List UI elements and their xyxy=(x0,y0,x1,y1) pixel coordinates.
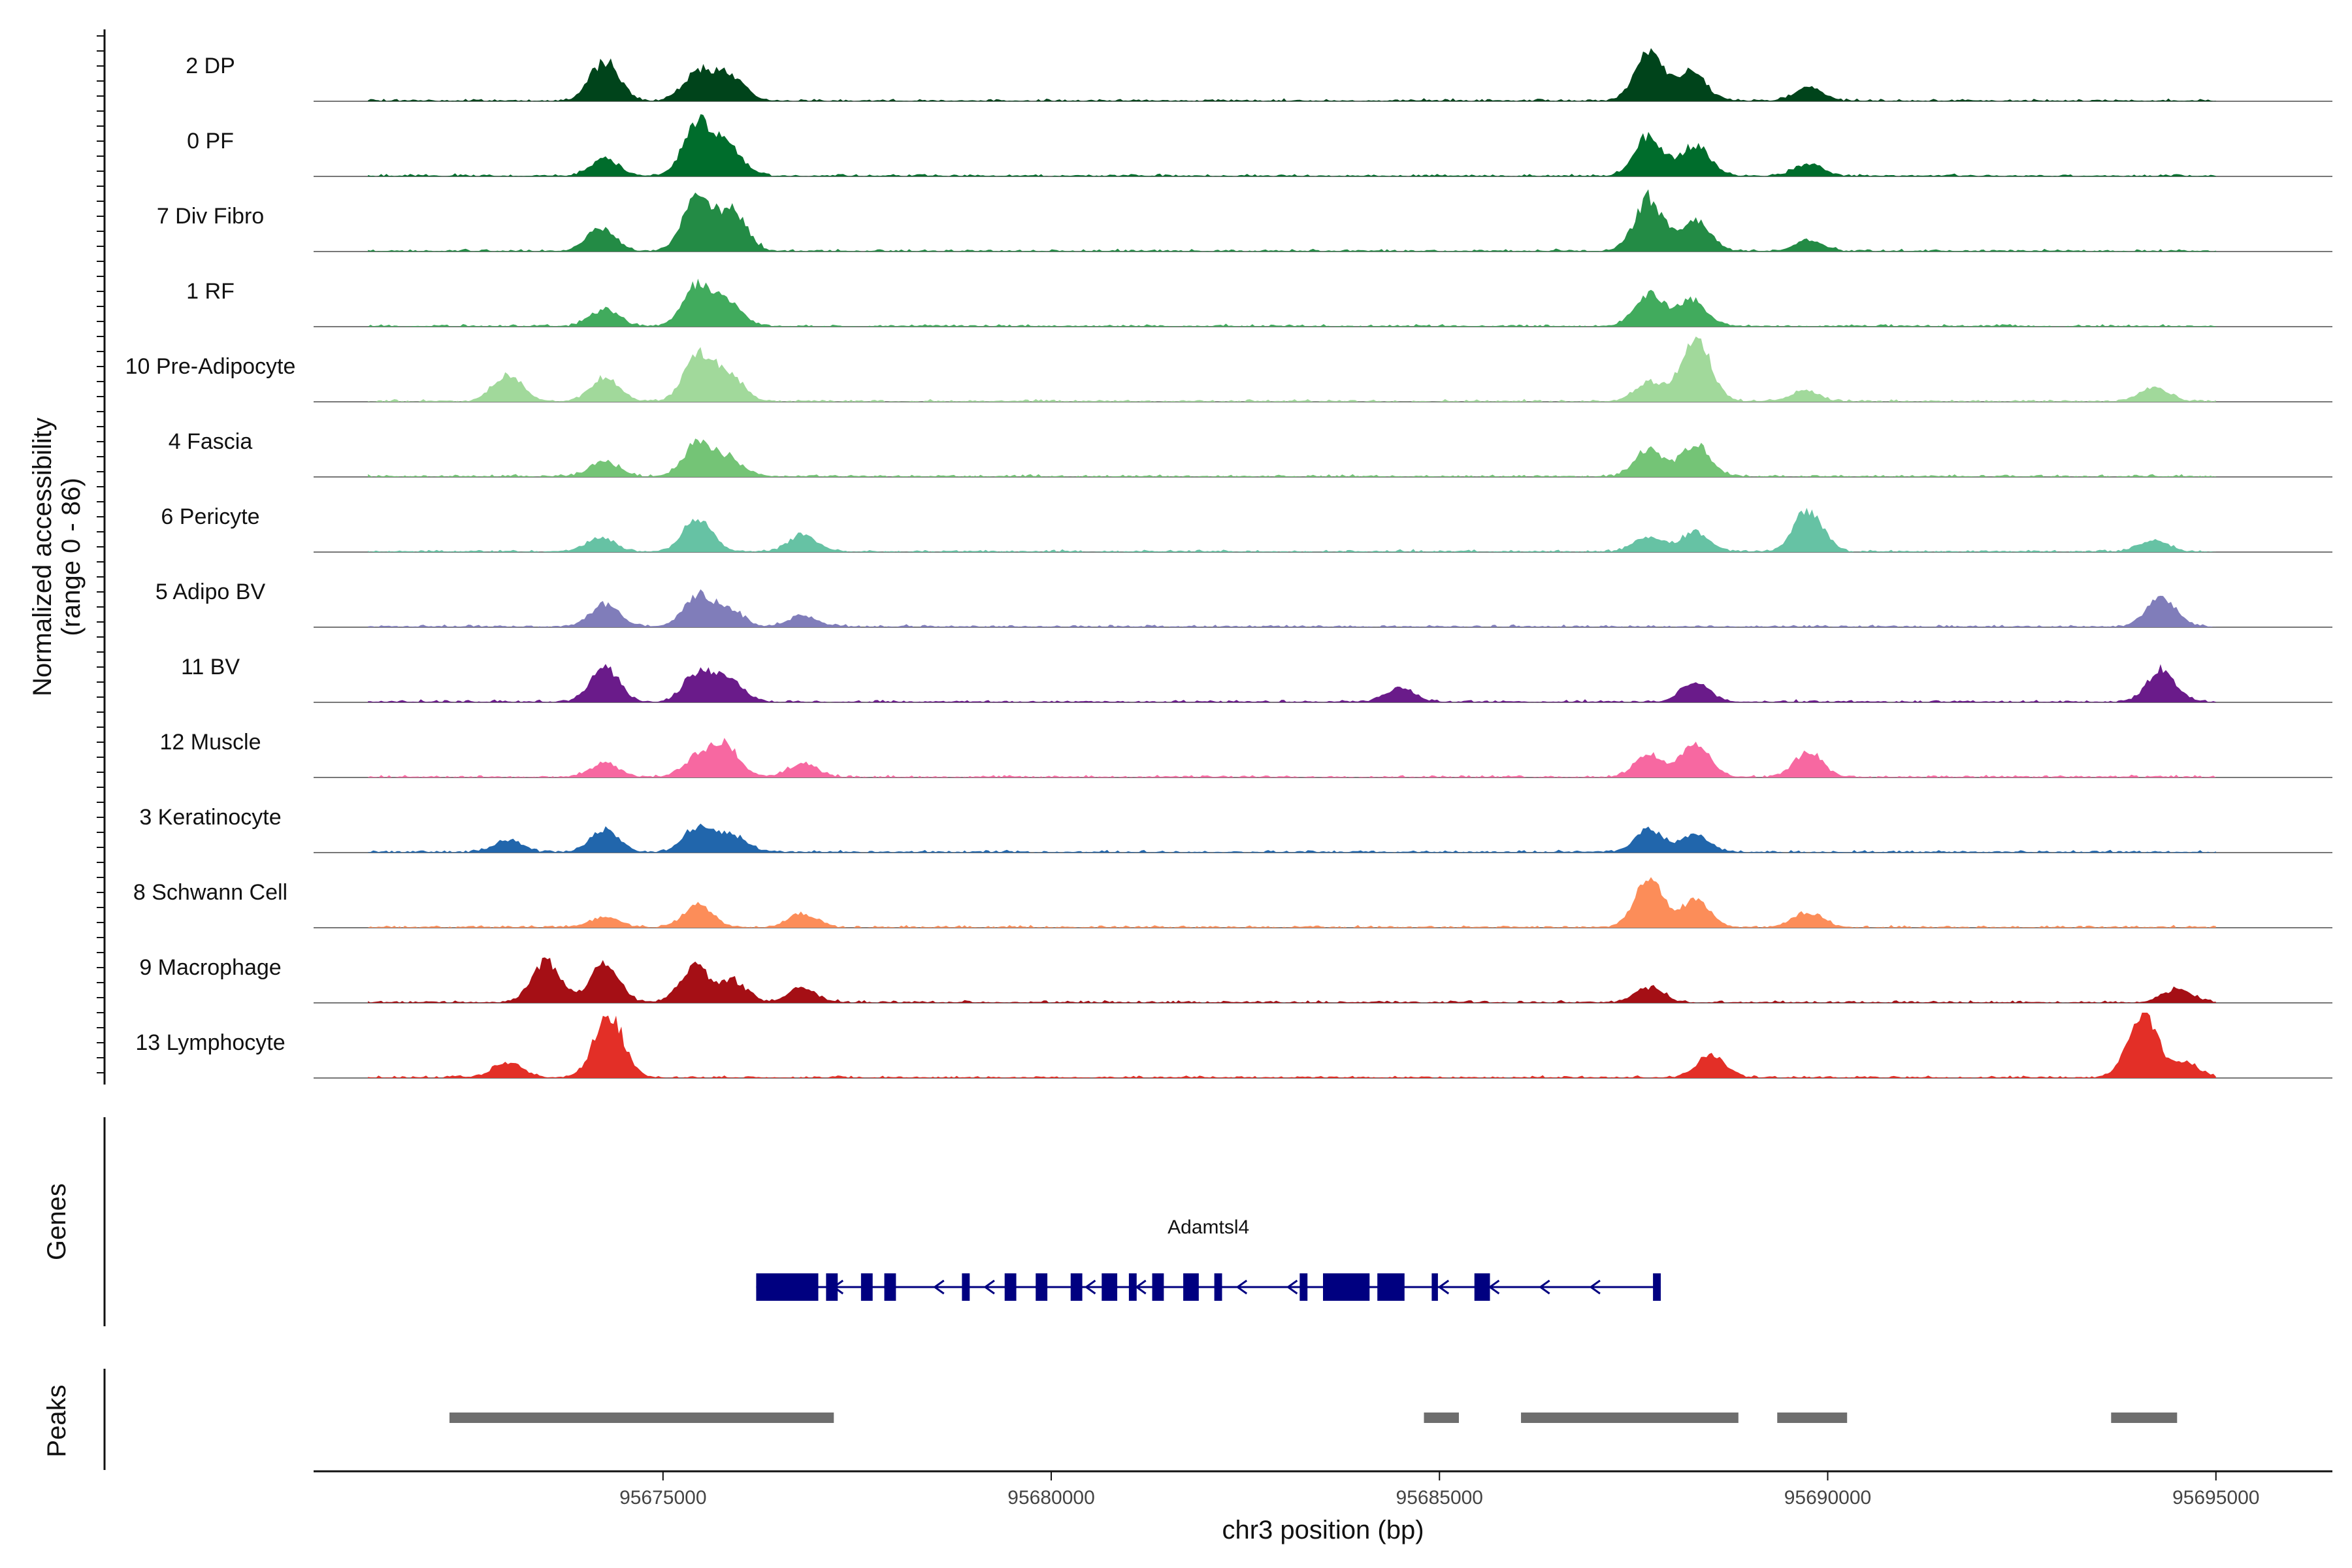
x-axis-title: chr3 position (bp) xyxy=(1222,1516,1424,1544)
peak-region-3 xyxy=(1777,1413,1848,1423)
strand-arrow xyxy=(933,1279,945,1295)
exon-12 xyxy=(1214,1273,1222,1301)
x-axis: 95675000 95680000 95685000 95690000 95695000… xyxy=(314,1470,2332,1544)
peak-region-1 xyxy=(1424,1413,1459,1423)
exon-4 xyxy=(962,1273,970,1301)
exon-13 xyxy=(1299,1273,1308,1301)
track-0: 2 DP xyxy=(186,48,2332,102)
peak-region-0 xyxy=(449,1413,834,1423)
track-label-7: 5 Adipo BV xyxy=(155,580,266,604)
track-11: 8 Schwann Cell xyxy=(133,877,2332,928)
x-tick-label-0: 95675000 xyxy=(619,1487,706,1509)
exon-1 xyxy=(826,1273,838,1301)
exon-0 xyxy=(756,1273,819,1301)
exon-18 xyxy=(1653,1273,1661,1301)
track-9: 12 Muscle xyxy=(160,730,2332,778)
coverage-area-12 xyxy=(368,957,2216,1003)
track-label-3: 1 RF xyxy=(186,279,235,304)
exon-8 xyxy=(1102,1273,1118,1301)
track-label-0: 2 DP xyxy=(186,54,235,78)
peaks-title: Peaks xyxy=(42,1384,71,1457)
x-tick-label-2: 95685000 xyxy=(1396,1487,1483,1509)
track-label-10: 3 Keratinocyte xyxy=(139,805,281,830)
exon-2 xyxy=(860,1273,873,1301)
y-axis: Normalized accessibility (range 0 - 86) xyxy=(28,29,106,1085)
track-3: 1 RF xyxy=(186,278,2332,327)
coverage-area-3 xyxy=(368,278,2216,327)
genes-panel: Genes Adamtsl4 xyxy=(42,1117,1661,1326)
coverage-area-10 xyxy=(368,823,2216,853)
peak-region-4 xyxy=(2111,1413,2178,1423)
strand-arrow xyxy=(983,1279,995,1295)
track-2: 7 Div Fibro xyxy=(157,189,2332,252)
y-axis-range: (range 0 - 86) xyxy=(57,478,86,636)
track-label-5: 4 Fascia xyxy=(169,429,253,454)
coverage-area-0 xyxy=(368,48,2216,101)
strand-arrow xyxy=(1539,1279,1550,1295)
track-7: 5 Adipo BV xyxy=(155,580,2332,628)
track-4: 10 Pre-Adipocyte xyxy=(125,336,2332,402)
coverage-tracks: 2 DP 0 PF 7 Div Fibro 1 RF 10 Pre-Adipocyte 4… xyxy=(125,48,2332,1079)
track-label-2: 7 Div Fibro xyxy=(157,204,264,229)
exon-14 xyxy=(1323,1273,1370,1301)
y-axis-title: Normalized accessibility xyxy=(28,417,57,696)
track-label-6: 6 Pericyte xyxy=(161,504,259,529)
track-label-12: 9 Macrophage xyxy=(139,955,281,980)
track-label-13: 13 Lymphocyte xyxy=(135,1030,285,1055)
track-1: 0 PF xyxy=(187,114,2332,177)
track-10: 3 Keratinocyte xyxy=(139,805,2332,853)
strand-arrow xyxy=(1286,1279,1298,1295)
strand-arrow xyxy=(1589,1279,1601,1295)
track-13: 13 Lymphocyte xyxy=(135,1013,2332,1079)
track-6: 6 Pericyte xyxy=(161,504,2332,553)
strand-arrow xyxy=(1235,1279,1248,1295)
track-label-1: 0 PF xyxy=(187,129,234,154)
coverage-area-7 xyxy=(368,589,2216,627)
exon-6 xyxy=(1036,1273,1048,1301)
track-label-4: 10 Pre-Adipocyte xyxy=(125,354,296,379)
exon-9 xyxy=(1128,1273,1137,1301)
exon-10 xyxy=(1152,1273,1164,1301)
exon-15 xyxy=(1377,1273,1405,1301)
x-tick-label-1: 95680000 xyxy=(1007,1487,1094,1509)
track-label-11: 8 Schwann Cell xyxy=(133,880,287,905)
strand-arrow xyxy=(1437,1279,1450,1295)
exon-3 xyxy=(884,1273,896,1301)
coverage-area-8 xyxy=(368,664,2216,702)
coverage-area-9 xyxy=(368,738,2216,777)
track-label-8: 11 BV xyxy=(181,655,240,679)
exon-16 xyxy=(1431,1273,1438,1301)
coverage-area-11 xyxy=(368,877,2216,928)
exon-7 xyxy=(1070,1273,1083,1301)
track-12: 9 Macrophage xyxy=(139,955,2332,1004)
exon-17 xyxy=(1474,1273,1490,1301)
strand-arrow xyxy=(1084,1279,1096,1295)
track-5: 4 Fascia xyxy=(169,429,2332,478)
gene-name: Adamtsl4 xyxy=(1168,1217,1249,1238)
coverage-area-4 xyxy=(368,336,2216,402)
track-label-9: 12 Muscle xyxy=(160,730,261,755)
exon-11 xyxy=(1183,1273,1199,1301)
genes-title: Genes xyxy=(42,1183,71,1260)
coverage-area-13 xyxy=(368,1013,2216,1078)
x-tick-label-4: 95695000 xyxy=(2172,1487,2259,1509)
peaks-panel: Peaks xyxy=(42,1369,2178,1470)
track-8: 11 BV xyxy=(181,655,2332,703)
peak-region-2 xyxy=(1521,1413,1739,1423)
x-tick-label-3: 95690000 xyxy=(1784,1487,1871,1509)
exon-5 xyxy=(1004,1273,1017,1301)
coverage-area-6 xyxy=(368,508,2216,552)
coverage-area-5 xyxy=(368,438,2216,477)
coverage-area-2 xyxy=(368,189,2216,252)
coverage-area-1 xyxy=(368,114,2216,176)
